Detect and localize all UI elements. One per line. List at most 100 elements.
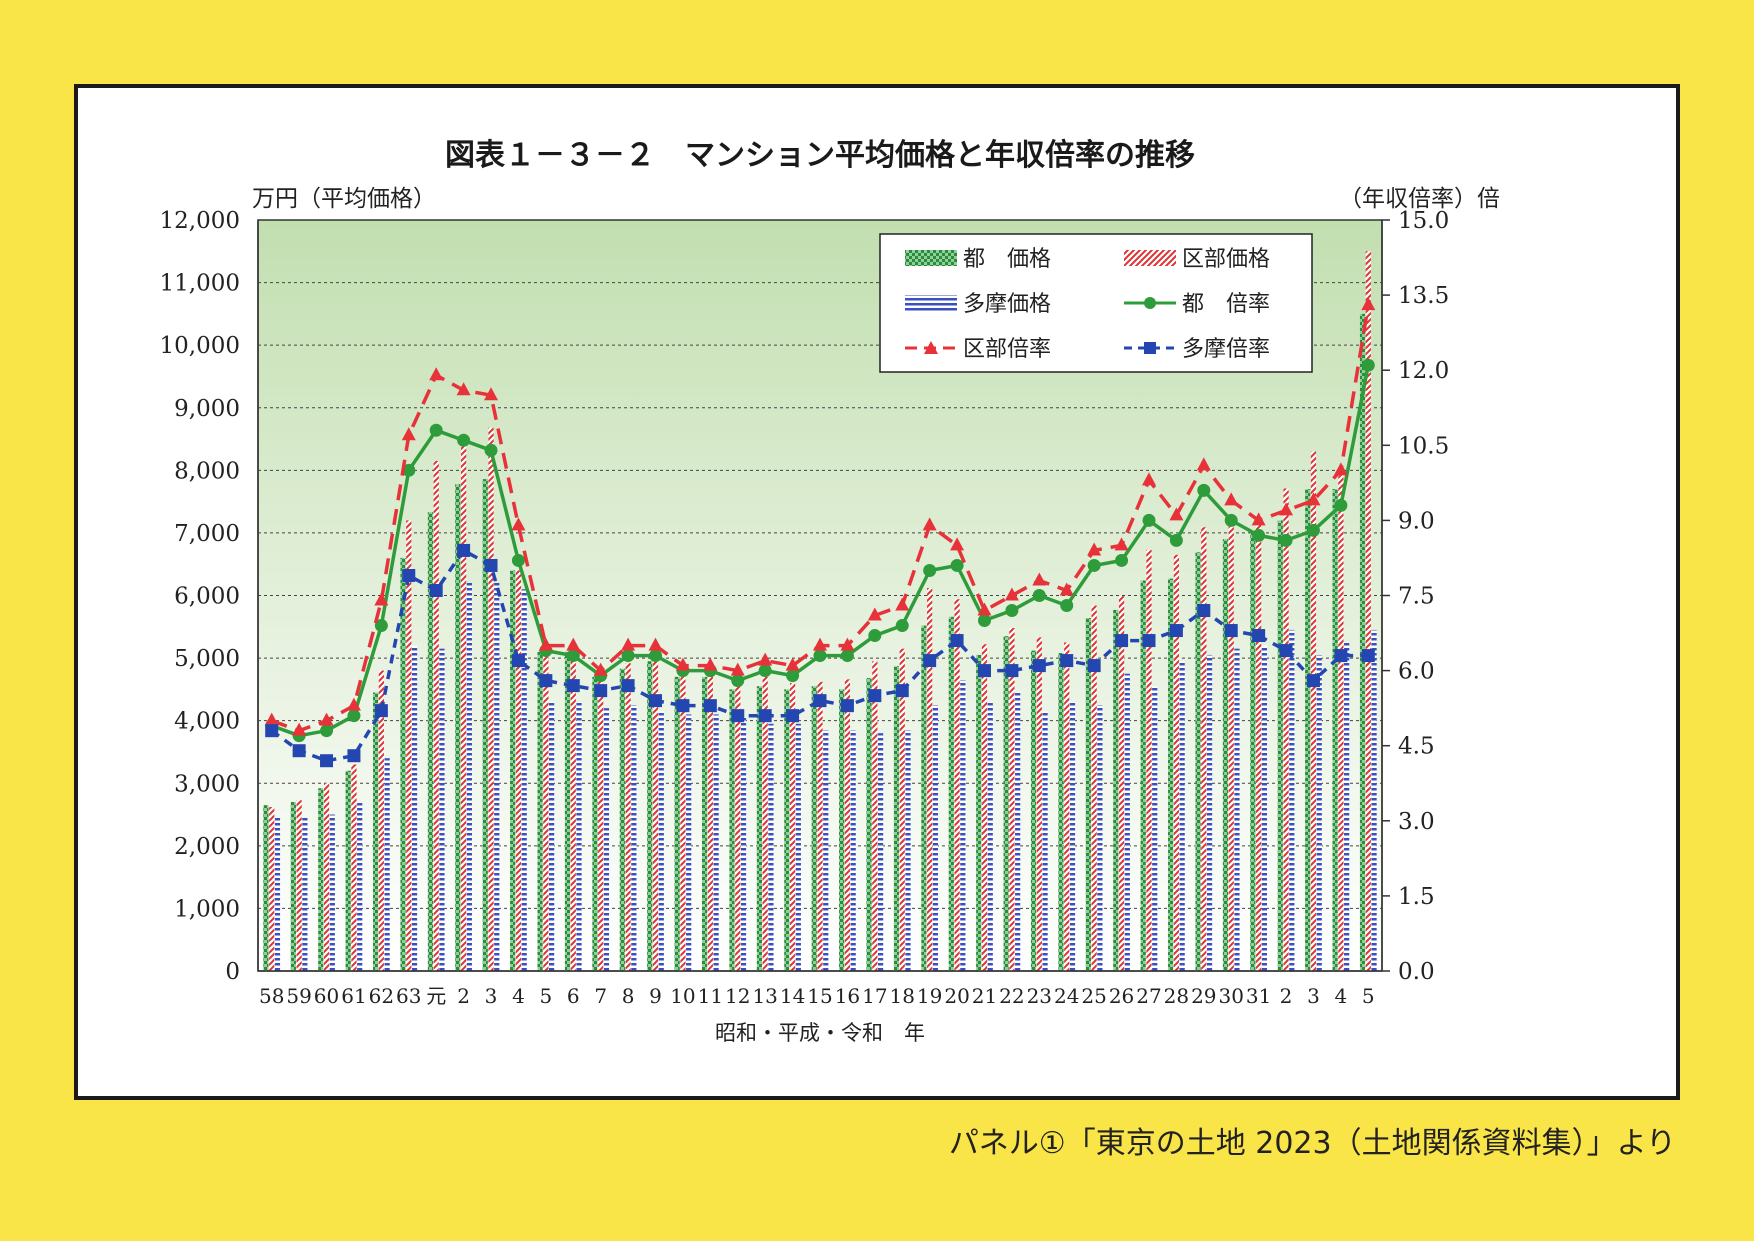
point-tama-ratio	[621, 679, 635, 693]
y-right-tick-label: 13.5	[1398, 283, 1449, 309]
x-tick-label: 26	[1109, 984, 1134, 1008]
bar-to-price	[1030, 650, 1037, 971]
bar-to-price	[455, 484, 461, 971]
point-to-ratio	[1334, 498, 1348, 512]
bar-tama-price	[1261, 645, 1267, 971]
point-tama-ratio	[977, 664, 991, 678]
bar-ku-price	[735, 683, 741, 971]
point-ku-ratio	[1087, 542, 1102, 556]
bar-tama-price	[905, 730, 911, 971]
point-tama-ratio	[292, 744, 306, 758]
point-to-ratio	[402, 463, 416, 477]
point-ku-ratio	[319, 712, 334, 726]
bar-ku-price	[1201, 527, 1207, 971]
point-ku-ratio	[1361, 297, 1376, 311]
bar-tama-price	[329, 814, 335, 971]
point-to-ratio	[1224, 513, 1238, 527]
x-tick-label: 2	[457, 984, 470, 1008]
point-ku-ratio	[1059, 582, 1074, 596]
x-axis-label: 昭和・平成・令和 年	[715, 1021, 925, 1045]
x-tick-label: 4	[1335, 984, 1348, 1008]
bar-tama-price	[686, 714, 692, 971]
point-to-ratio	[1306, 523, 1320, 537]
x-tick-label: 63	[396, 984, 421, 1008]
axis-group: 0 1,000 2,000 3,000 4,000 5,000 6,000 7,000 8,00…	[160, 208, 1450, 1008]
bar-tama-price	[1234, 648, 1240, 971]
bar-ku-price	[269, 807, 275, 971]
point-to-ratio	[1087, 558, 1101, 572]
bar-to-price	[1195, 552, 1201, 971]
bar-to-price	[1113, 609, 1119, 971]
point-tama-ratio	[676, 699, 690, 713]
bar-to-price	[318, 788, 324, 971]
x-tick-label: 5	[1362, 984, 1375, 1008]
bar-to-price	[784, 689, 790, 971]
y-left-tick-label: 11,000	[160, 271, 240, 297]
x-tick-label: 27	[1136, 984, 1161, 1008]
point-to-ratio	[977, 614, 991, 628]
bar-ku-price	[762, 676, 768, 971]
bar-ku-price	[927, 587, 933, 971]
point-ku-ratio	[264, 712, 279, 726]
point-ku-ratio	[1306, 492, 1321, 506]
point-to-ratio	[923, 563, 937, 577]
bar-tama-price	[357, 802, 363, 971]
legend-label-ku-price: 区部価格	[1182, 247, 1270, 272]
legend-label-to-ratio: 都 倍率	[1182, 292, 1270, 317]
bar-ku-price	[1036, 637, 1042, 971]
x-tick-label: 14	[780, 984, 805, 1008]
point-to-ratio	[840, 649, 854, 663]
bar-ku-price	[1283, 488, 1289, 971]
x-tick-label: 16	[835, 984, 860, 1008]
point-to-ratio	[347, 709, 361, 723]
bar-tama-price	[1206, 654, 1213, 971]
point-ku-ratio	[867, 607, 882, 621]
legend-label-to-price: 都 価格	[963, 247, 1051, 272]
bar-tama-price	[1124, 673, 1130, 971]
point-to-ratio	[813, 649, 827, 663]
x-tick-label: 元	[426, 984, 446, 1008]
y-axis-left-label: 万円（平均価格）	[252, 186, 436, 212]
bar-to-price	[1359, 313, 1366, 971]
point-tama-ratio	[868, 689, 882, 703]
point-tama-ratio	[429, 583, 443, 597]
bar-ku-price	[899, 648, 905, 971]
point-ku-ratio	[1224, 492, 1239, 506]
bar-ku-price	[406, 520, 412, 971]
point-ku-ratio	[511, 517, 526, 531]
bar-tama-price	[987, 701, 993, 971]
bar-tama-price	[1289, 629, 1295, 971]
x-tick-label: 22	[999, 984, 1024, 1008]
grid-lines	[258, 282, 1382, 909]
bar-group	[263, 251, 1377, 971]
point-ku-ratio	[1251, 512, 1266, 526]
x-tick-label: 23	[1027, 984, 1052, 1008]
bar-to-price	[811, 686, 817, 971]
bar-ku-price	[707, 671, 713, 971]
bar-ku-price	[1338, 470, 1344, 971]
bar-ku-price	[1118, 596, 1125, 971]
bar-tama-price	[494, 582, 500, 971]
point-ku-ratio	[401, 427, 416, 441]
point-ku-ratio	[1333, 462, 1348, 476]
point-to-ratio	[511, 553, 525, 567]
point-ku-ratio	[922, 517, 937, 531]
chart-panel: 0 1,000 2,000 3,000 4,000 5,000 6,000 7,000 8,00…	[74, 84, 1680, 1100]
point-tama-ratio	[786, 709, 800, 723]
x-tick-label: 30	[1218, 984, 1243, 1008]
bar-tama-price	[1152, 686, 1158, 971]
x-tick-label: 10	[670, 984, 695, 1008]
bar-to-price	[400, 557, 406, 971]
legend-marker-ku-ratio	[924, 341, 938, 354]
point-ku-ratio	[593, 662, 608, 676]
y-left-tick-label: 1,000	[174, 896, 240, 922]
y-left-tick-label: 3,000	[174, 771, 240, 797]
point-tama-ratio	[1224, 624, 1238, 638]
bar-ku-price	[378, 670, 384, 971]
point-ku-ratio	[456, 382, 471, 396]
bar-ku-price	[1365, 251, 1371, 971]
bar-to-price	[1222, 539, 1229, 971]
x-tick-label: 61	[341, 984, 366, 1008]
bar-tama-price	[960, 679, 966, 971]
point-ku-ratio	[1141, 472, 1156, 486]
